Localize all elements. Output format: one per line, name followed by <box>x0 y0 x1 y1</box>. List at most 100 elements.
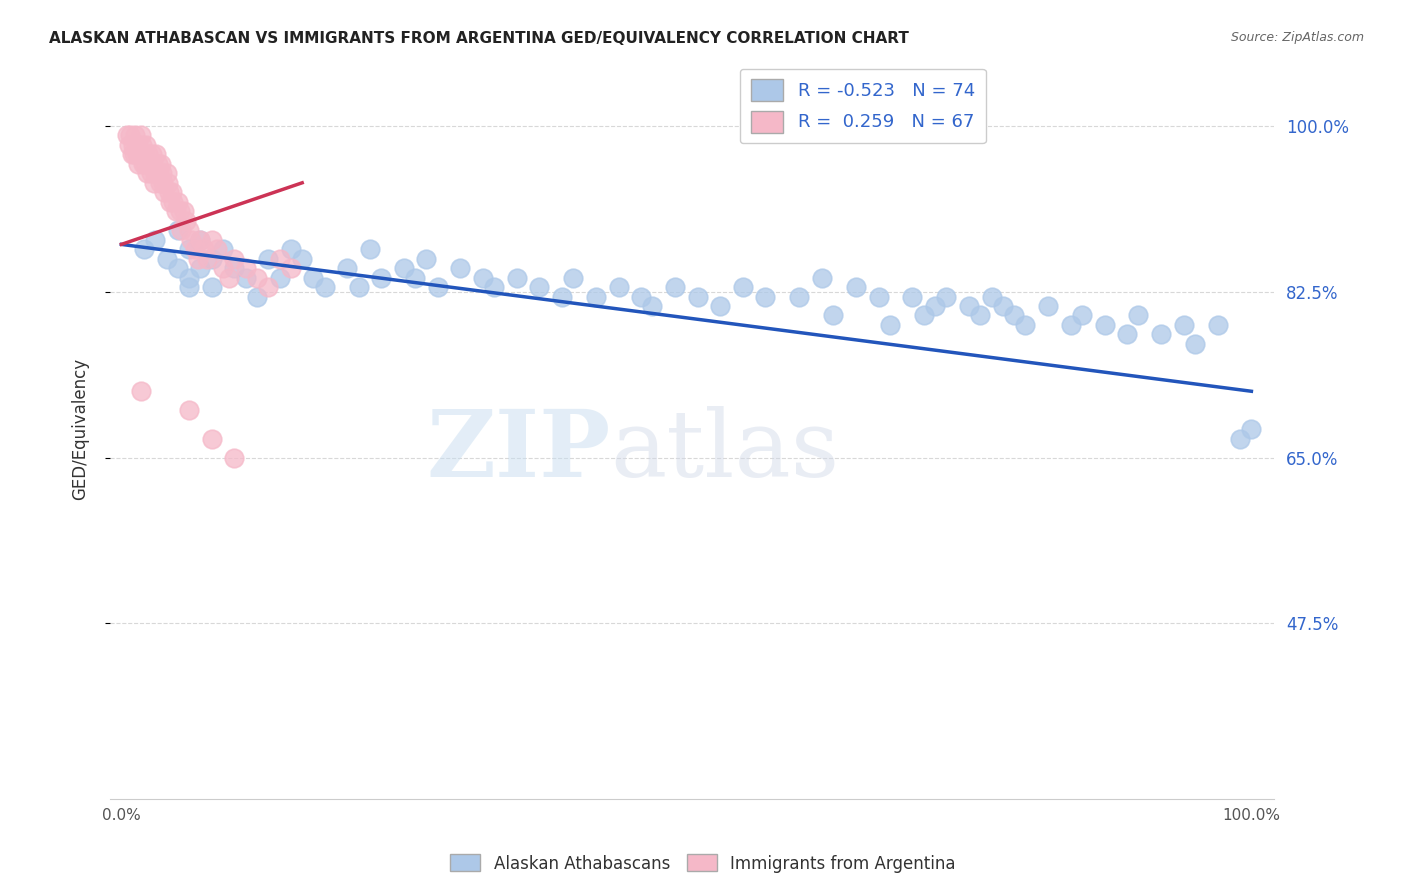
Point <box>132 147 155 161</box>
Point <box>302 270 325 285</box>
Point <box>991 299 1014 313</box>
Point <box>179 223 201 237</box>
Point <box>131 137 153 152</box>
Point <box>224 261 246 276</box>
Point <box>179 270 201 285</box>
Point <box>980 289 1002 303</box>
Point <box>1070 309 1092 323</box>
Point <box>143 233 166 247</box>
Point <box>132 157 155 171</box>
Point <box>1184 337 1206 351</box>
Point <box>167 223 190 237</box>
Point <box>149 157 172 171</box>
Point <box>165 204 187 219</box>
Point <box>169 204 191 219</box>
Point <box>280 261 302 276</box>
Point <box>246 270 269 285</box>
Point <box>1229 432 1251 446</box>
Point <box>359 242 381 256</box>
Point <box>607 280 630 294</box>
Point <box>129 384 152 399</box>
Point <box>138 157 160 171</box>
Point <box>506 270 529 285</box>
Point <box>641 299 664 313</box>
Point <box>901 289 924 303</box>
Point <box>224 252 246 266</box>
Point <box>845 280 868 294</box>
Point <box>879 318 901 332</box>
Point <box>370 270 392 285</box>
Point <box>201 252 224 266</box>
Point <box>143 166 166 180</box>
Text: ZIP: ZIP <box>426 407 610 496</box>
Point <box>957 299 980 313</box>
Point <box>153 186 176 200</box>
Point <box>157 186 180 200</box>
Point <box>924 299 946 313</box>
Point <box>686 289 709 303</box>
Point <box>201 233 224 247</box>
Point <box>142 157 165 171</box>
Legend: R = -0.523   N = 74, R =  0.259   N = 67: R = -0.523 N = 74, R = 0.259 N = 67 <box>740 69 986 144</box>
Point <box>630 289 652 303</box>
Point <box>1128 309 1150 323</box>
Point <box>392 261 415 276</box>
Point <box>449 261 471 276</box>
Point <box>121 147 143 161</box>
Point <box>1036 299 1059 313</box>
Point <box>136 166 159 180</box>
Point <box>551 289 574 303</box>
Point <box>201 280 224 294</box>
Point <box>1002 309 1025 323</box>
Y-axis label: GED/Equivalency: GED/Equivalency <box>72 358 89 500</box>
Text: ALASKAN ATHABASCAN VS IMMIGRANTS FROM ARGENTINA GED/EQUIVALENCY CORRELATION CHAR: ALASKAN ATHABASCAN VS IMMIGRANTS FROM AR… <box>49 31 910 46</box>
Point <box>585 289 607 303</box>
Point <box>115 128 138 143</box>
Point <box>174 213 197 227</box>
Point <box>789 289 811 303</box>
Point <box>134 157 156 171</box>
Point <box>426 280 449 294</box>
Point <box>139 166 162 180</box>
Point <box>1094 318 1116 332</box>
Point <box>664 280 686 294</box>
Point <box>562 270 585 285</box>
Point <box>124 128 146 143</box>
Point <box>193 242 215 256</box>
Point <box>132 242 155 256</box>
Point <box>404 270 426 285</box>
Text: atlas: atlas <box>610 407 839 496</box>
Point <box>127 157 149 171</box>
Point <box>122 147 145 161</box>
Point <box>187 252 209 266</box>
Point <box>291 252 314 266</box>
Point <box>145 147 167 161</box>
Point <box>269 252 291 266</box>
Point <box>179 403 201 417</box>
Point <box>138 147 160 161</box>
Point <box>146 157 169 171</box>
Point <box>141 147 163 161</box>
Point <box>149 176 172 190</box>
Point <box>246 289 269 303</box>
Point <box>173 204 195 219</box>
Point <box>120 128 142 143</box>
Point <box>160 186 183 200</box>
Point <box>709 299 731 313</box>
Point <box>155 252 177 266</box>
Point <box>184 242 207 256</box>
Point <box>1150 327 1173 342</box>
Point <box>224 450 246 465</box>
Point <box>155 166 177 180</box>
Point <box>212 242 235 256</box>
Point <box>167 194 190 209</box>
Point <box>148 166 170 180</box>
Point <box>128 147 150 161</box>
Point <box>1206 318 1229 332</box>
Point <box>257 280 280 294</box>
Point <box>235 270 257 285</box>
Point <box>314 280 336 294</box>
Point <box>195 252 218 266</box>
Point <box>280 242 302 256</box>
Point <box>152 176 174 190</box>
